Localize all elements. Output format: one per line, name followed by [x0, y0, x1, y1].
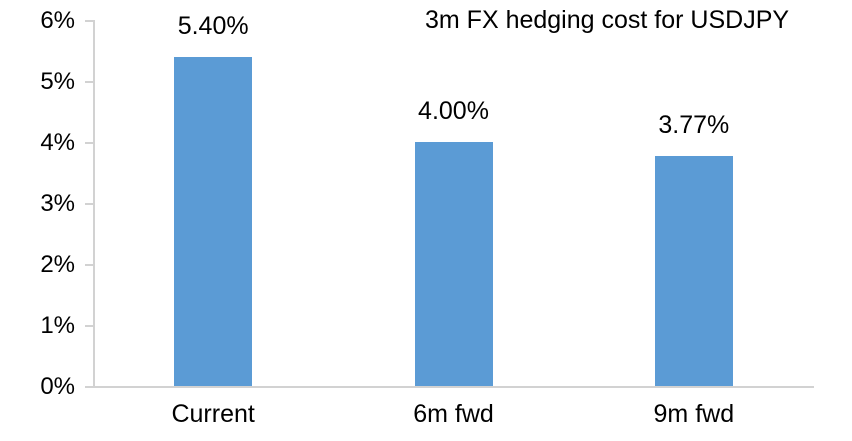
y-axis-tick [85, 325, 93, 327]
y-axis-tick-label: 3% [40, 190, 75, 217]
y-axis-tick [85, 264, 93, 266]
y-axis-tick-label: 0% [40, 373, 75, 400]
x-axis-category-label: 6m fwd [413, 400, 494, 428]
bar-value-label: 4.00% [418, 97, 489, 125]
bar-value-label: 3.77% [658, 111, 730, 140]
y-axis-tick-label: 2% [40, 251, 75, 278]
bar-9m-fwd [654, 156, 733, 386]
bar-value-label: 5.40% [177, 11, 249, 40]
y-axis-tick [85, 20, 93, 22]
chart-title: 3m FX hedging cost for USDJPY [425, 6, 790, 34]
y-axis-tick-label: 5% [40, 68, 75, 95]
y-axis-line [93, 20, 95, 388]
y-axis-tick [85, 203, 93, 205]
x-axis-category-label: 9m fwd [653, 400, 735, 428]
x-axis-category-label: Current [171, 400, 255, 428]
bar-current [174, 56, 253, 386]
x-axis-line [93, 386, 814, 388]
y-axis-tick [85, 386, 93, 388]
y-axis-tick-label: 6% [40, 7, 75, 34]
y-axis-tick-label: 1% [40, 312, 75, 339]
bar-6m-fwd [414, 142, 493, 386]
y-axis-tick [85, 142, 93, 144]
y-axis-tick [85, 81, 93, 83]
y-axis-tick-label: 4% [40, 129, 75, 156]
